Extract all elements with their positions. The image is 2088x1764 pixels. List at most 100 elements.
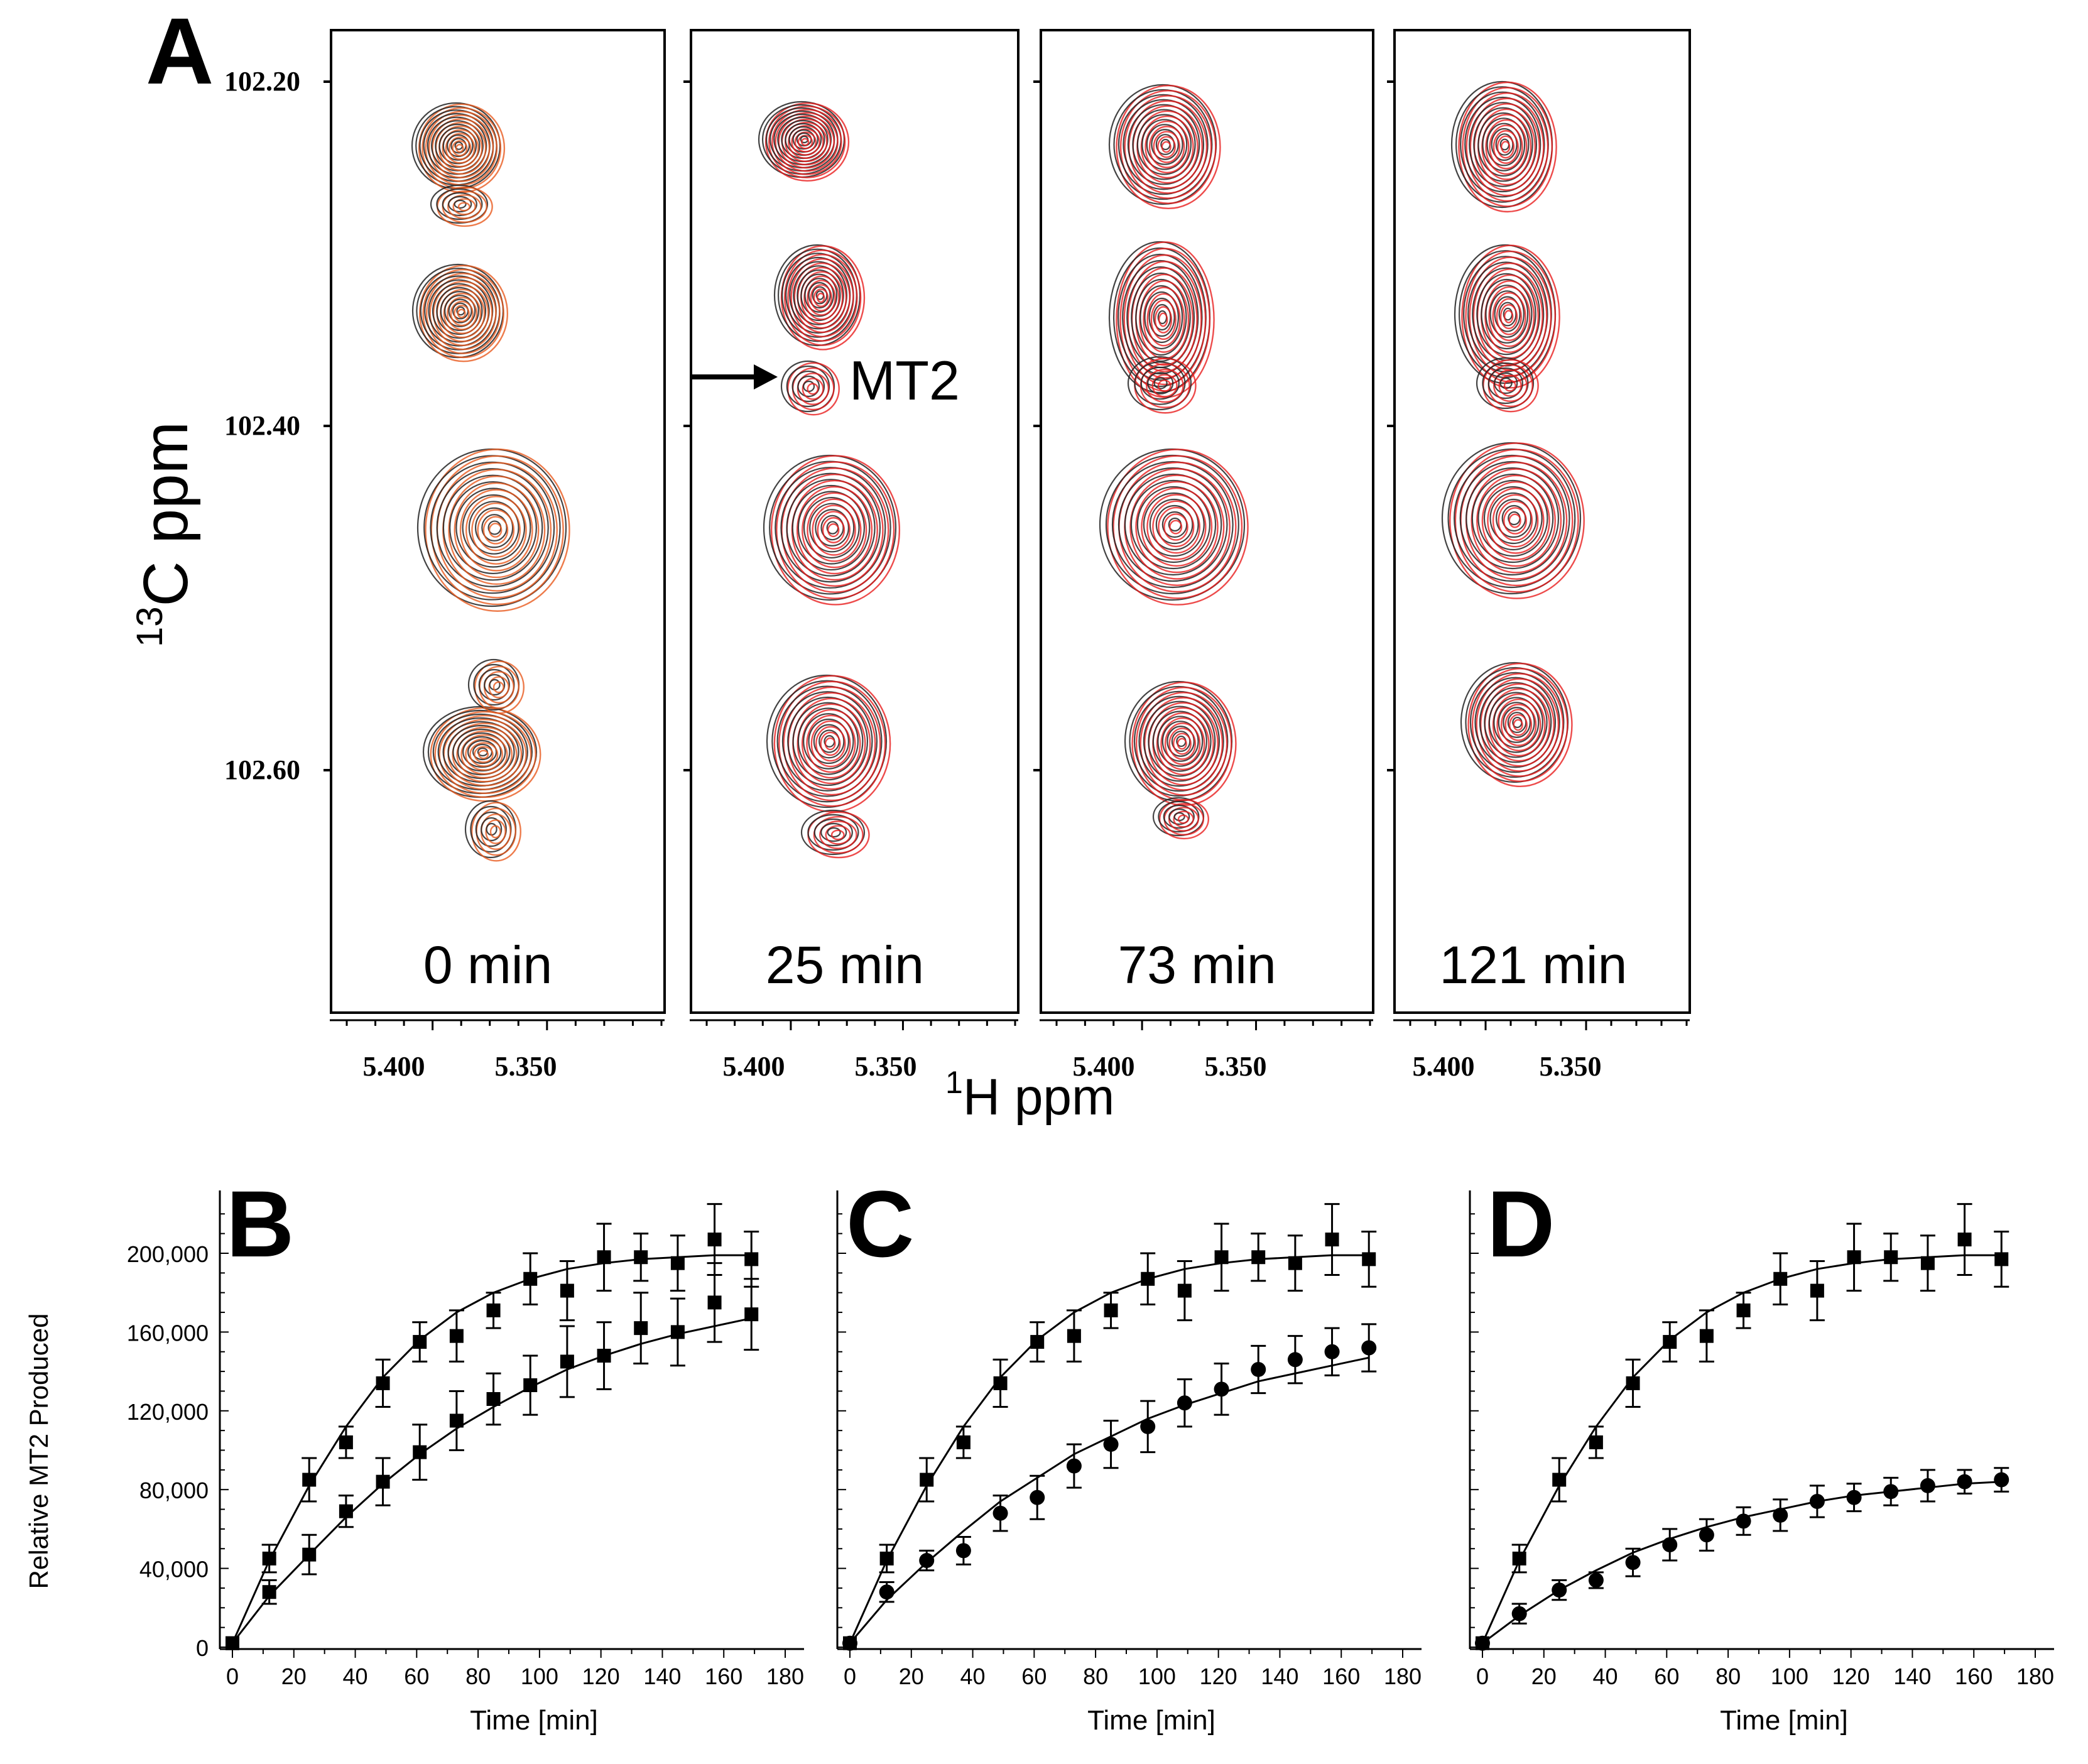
contour-red-1-3-11: [824, 737, 836, 751]
point-D-1-11: [1883, 1484, 1899, 1500]
contour-red-3-0-7: [1485, 119, 1528, 175]
contour-red-3-1-1: [1465, 250, 1557, 383]
x-tick-label-B-4: 80: [465, 1663, 491, 1689]
point-B-0-8: [523, 1271, 538, 1286]
contour-black-1-3-3: [781, 691, 873, 792]
contour-red-0-3-11: [478, 749, 489, 760]
contour-red-3-4-4: [1503, 379, 1516, 392]
point-B-1-11: [634, 1321, 648, 1336]
contour-red-3-0-6: [1481, 114, 1532, 180]
x-tick-label-D-4: 80: [1716, 1663, 1741, 1689]
point-C-0-3: [956, 1435, 971, 1449]
contour-black-2-1-8: [1144, 291, 1179, 344]
contour-red-3-2-5: [1476, 474, 1556, 567]
contour-red-0-5-0: [474, 660, 525, 714]
contour-black-1-2-2: [775, 467, 886, 589]
contour-black-1-3-8: [808, 718, 849, 765]
contour-black-2-3-2: [1133, 690, 1224, 792]
point-B-0-13: [707, 1233, 722, 1247]
contour-black-2-3-4: [1143, 700, 1216, 782]
contour-black-1-4-2: [791, 370, 825, 403]
contour-black-1-2-3: [780, 472, 881, 583]
svg-text:13C ppm: 13C ppm: [129, 422, 201, 647]
point-C-0-10: [1214, 1250, 1229, 1265]
contour-black-3-4-3: [1494, 372, 1518, 395]
contour-black-2-4-2: [1140, 366, 1180, 400]
contour-black-0-1-4: [428, 279, 490, 343]
point-B-0-5: [413, 1335, 427, 1349]
x-tick-label-D-3: 60: [1654, 1663, 1679, 1689]
panel-c: C 0 20 40 60 80 100 120 140 160 180 Time [min]: [836, 1171, 1422, 1736]
point-C-1-2: [919, 1553, 935, 1569]
spectrum-xtick-label-3-1: 5.350: [1540, 1051, 1602, 1082]
contour-black-0-2-5: [449, 481, 537, 575]
point-C-1-7: [1103, 1437, 1119, 1452]
contour-black-1-3-4: [787, 696, 869, 787]
contour-black-3-1-9: [1494, 296, 1521, 332]
contour-black-0-1-5: [432, 283, 487, 339]
contour-black-1-2-8: [809, 503, 855, 553]
contour-black-2-3-8: [1161, 721, 1199, 762]
contour-red-0-1-11: [457, 308, 466, 318]
contour-red-2-2-11: [1169, 520, 1183, 535]
contour-red-2-0-10: [1157, 136, 1176, 158]
contour-black-2-2-5: [1130, 479, 1217, 570]
y-tick-label-B-5: 200,000: [127, 1241, 209, 1267]
point-B-0-2: [302, 1473, 317, 1487]
contour-red-1-3-6: [801, 709, 861, 779]
panel-b-letter: B: [226, 1171, 294, 1277]
contour-black-2-2-3: [1117, 467, 1228, 582]
point-C-1-12: [1287, 1352, 1303, 1368]
contour-red-2-0-6: [1140, 115, 1194, 179]
contour-black-1-3-2: [776, 685, 878, 797]
nmr-spectra: 5.400 5.350 0 min 5.400 5.350 25 min 5.400 5.35…: [324, 29, 1691, 1082]
contour-black-3-0-9: [1491, 128, 1518, 161]
contour-black-2-0-4: [1127, 104, 1200, 185]
point-D-1-3: [1588, 1572, 1604, 1588]
contour-black-0-3-6: [452, 728, 511, 776]
contour-black-0-1-9: [448, 298, 472, 324]
contour-black-3-1-5: [1476, 273, 1536, 356]
contour-red-1-2-10: [822, 517, 846, 543]
point-C-0-8: [1141, 1271, 1155, 1286]
contour-black-2-3-1: [1129, 685, 1229, 797]
contour-black-0-4-0: [430, 184, 489, 224]
contour-black-0-3-9: [467, 739, 498, 765]
contour-black-3-2-4: [1465, 467, 1560, 570]
contour-red-0-1-7: [443, 293, 482, 334]
contour-red-2-5-3: [1173, 810, 1194, 828]
contour-red-1-2-6: [802, 492, 867, 569]
x-tick-label-B-6: 120: [582, 1663, 620, 1689]
contour-red-1-4-3: [802, 378, 824, 400]
contour-red-0-0-11: [455, 143, 464, 153]
y-tick-label-B-3: 120,000: [127, 1399, 209, 1425]
contour-red-2-0-11: [1161, 141, 1172, 153]
contour-red-1-1-0: [780, 245, 866, 351]
x-tick-label-C-3: 60: [1021, 1663, 1047, 1689]
contour-red-0-1-9: [450, 300, 474, 327]
contour-red-1-0-8: [791, 128, 820, 156]
contour-red-2-1-9: [1150, 299, 1177, 340]
contour-black-1-2-5: [791, 484, 871, 571]
spectrum-panel-3: 5.400 5.350 121 min: [1387, 29, 1691, 1082]
contour-black-3-0-8: [1486, 122, 1521, 166]
contour-black-1-3-5: [792, 702, 864, 781]
contour-black-2-4-4: [1153, 377, 1168, 389]
spectrum-time-label-3: 121 min: [1439, 935, 1627, 994]
contour-black-2-0-5: [1132, 109, 1196, 180]
contour-black-3-3-1: [1465, 667, 1565, 778]
x-tick-label-D-0: 0: [1476, 1663, 1489, 1689]
panel-a-ylabel-sup: 13: [129, 606, 170, 647]
contour-red-1-3-7: [806, 714, 856, 773]
x-tick-label-D-7: 140: [1893, 1663, 1931, 1689]
contour-black-3-4-4: [1499, 377, 1513, 389]
contour-red-3-0-8: [1489, 124, 1523, 170]
point-C-0-9: [1177, 1283, 1192, 1298]
panel-a-letter: A: [146, 0, 214, 104]
spectrum-time-label-2: 73 min: [1118, 935, 1276, 994]
contour-black-1-4-1: [786, 365, 830, 408]
contour-red-0-5-3: [488, 676, 509, 699]
contour-red-0-2-4: [448, 475, 546, 585]
contour-red-3-0-1: [1462, 87, 1553, 207]
contour-red-2-3-8: [1164, 722, 1201, 765]
